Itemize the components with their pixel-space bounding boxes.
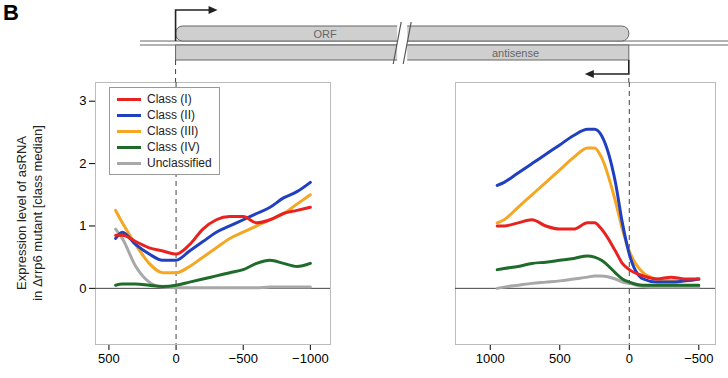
svg-text:antisense: antisense	[492, 47, 539, 59]
svg-text:0: 0	[79, 281, 86, 296]
svg-text:2: 2	[79, 156, 86, 171]
svg-text:500: 500	[98, 351, 120, 366]
svg-text:Expression level of asRNA: Expression level of asRNA	[14, 136, 29, 290]
html-text:Class (III): Class (III)	[147, 124, 199, 138]
svg-text:0: 0	[172, 351, 179, 366]
svg-text:1: 1	[79, 218, 86, 233]
svg-text:in Δrrp6 mutant [class median]: in Δrrp6 mutant [class median]	[30, 125, 45, 301]
svg-text:−500: −500	[684, 351, 713, 366]
html-text:Class (IV): Class (IV)	[147, 140, 200, 154]
html-text:Unclassified: Unclassified	[147, 156, 212, 170]
svg-text:ORF: ORF	[314, 28, 338, 40]
svg-text:1000: 1000	[476, 351, 505, 366]
svg-text:−1000: −1000	[292, 351, 329, 366]
html-text:Class (I): Class (I)	[147, 92, 192, 106]
svg-text:−500: −500	[229, 351, 258, 366]
svg-text:0: 0	[626, 351, 633, 366]
svg-text:B: B	[3, 0, 19, 25]
html-text:Class (II): Class (II)	[147, 108, 195, 122]
svg-text:3: 3	[79, 93, 86, 108]
svg-text:500: 500	[549, 351, 571, 366]
